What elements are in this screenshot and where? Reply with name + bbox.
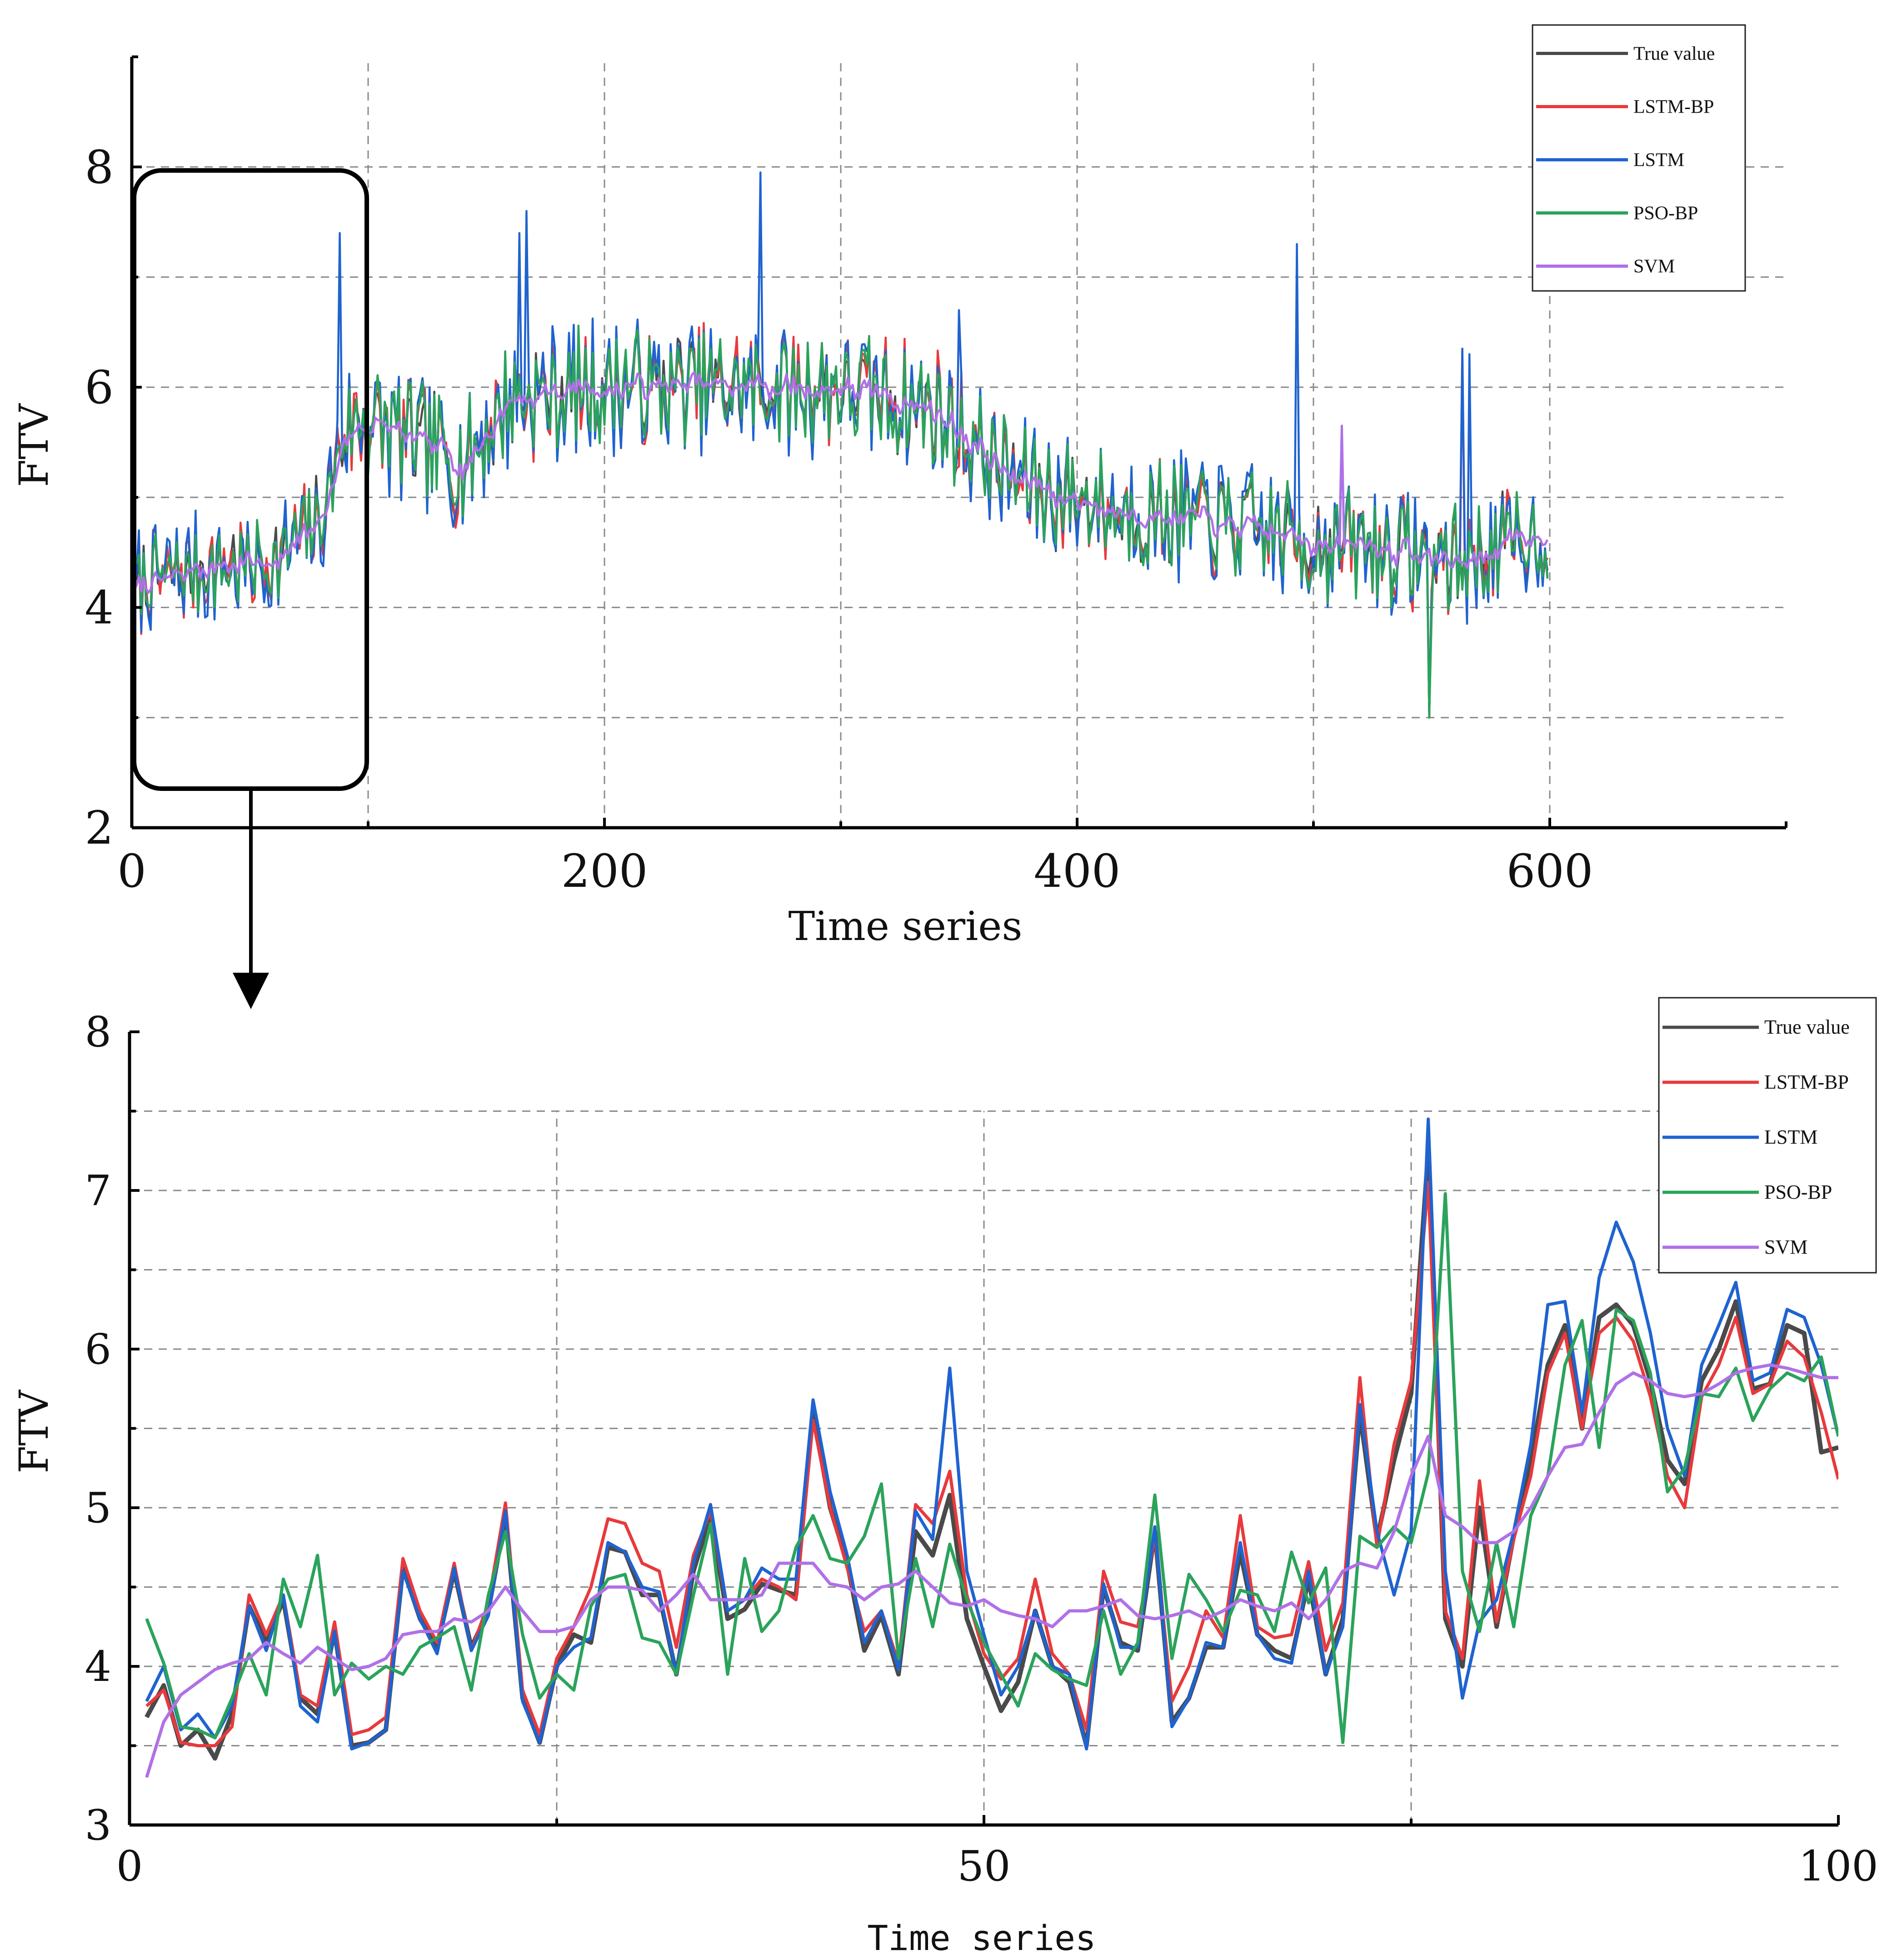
overview-legend-label-lstm: LSTM <box>1633 150 1684 171</box>
overview-legend-label-true-value: True value <box>1633 44 1715 65</box>
zoom-legend-label-lstm-bp: LSTM-BP <box>1764 1071 1849 1093</box>
zoom-x-tick-label: 0 <box>116 1842 143 1890</box>
zoom-y-tick-label: 3 <box>85 1801 111 1850</box>
overview-x-tick-label: 400 <box>1034 845 1121 898</box>
zoom-legend-label-pso-bp: PSO-BP <box>1764 1181 1832 1203</box>
zoom-series-lstm <box>145 1117 1838 1750</box>
zoom-axes <box>128 1030 1840 1827</box>
zoom-y-axis-title: FTV <box>10 1390 57 1474</box>
overview-y-tick-label: 6 <box>85 361 114 414</box>
overview-legend: True value LSTM-BP LSTM PSO-BP SVM <box>1532 24 1746 292</box>
zoom-y-tick-label: 6 <box>85 1325 111 1374</box>
overview-x-tick-label: 200 <box>561 845 648 898</box>
zoom-y-tick-label: 8 <box>85 1008 111 1056</box>
overview-x-tick-label: 600 <box>1507 845 1593 898</box>
overview-legend-box <box>1532 24 1746 292</box>
zoom-legend: True value LSTM-BP LSTM PSO-BP SVM <box>1658 997 1877 1274</box>
zoom-series-svm <box>145 1363 1838 1778</box>
overview-legend-label-lstm-bp: LSTM-BP <box>1633 97 1714 118</box>
zoom-legend-box <box>1658 997 1877 1274</box>
zoom-series-pso-bp <box>145 1192 1838 1744</box>
overview-legend-label-pso-bp: PSO-BP <box>1633 203 1698 224</box>
overview-legend-label-svm: SVM <box>1633 256 1675 277</box>
zoom-gridlines <box>130 1110 1838 1825</box>
overview-x-tick-label: 0 <box>117 845 146 898</box>
zoom-x-axis-title: Time series <box>867 1918 1096 1958</box>
overview-chart: 0 200 400 600 2 4 6 8 Time series FTV True valu… <box>10 24 1787 950</box>
zoom-legend-label-true-value: True value <box>1764 1016 1850 1038</box>
overview-y-tick-label: 8 <box>85 140 114 194</box>
zoom-x-tick-label: 100 <box>1798 1842 1878 1890</box>
zoom-series-group <box>145 1117 1838 1778</box>
overview-series-pso-bp <box>132 325 1549 719</box>
zoom-chart: 0 50 100 3 4 5 6 7 8 Time series FTV True value L… <box>10 997 1878 1958</box>
zoom-y-tick-label: 4 <box>85 1642 111 1691</box>
overview-y-tick-label: 2 <box>85 801 114 855</box>
zoom-legend-label-svm: SVM <box>1764 1236 1807 1258</box>
zoom-legend-label-lstm: LSTM <box>1764 1126 1817 1148</box>
overview-x-axis-title: Time series <box>788 903 1022 950</box>
zoom-tick-labels: 0 50 100 3 4 5 6 7 8 <box>85 1008 1878 1890</box>
overview-series-group <box>132 171 1549 719</box>
overview-y-tick-label: 4 <box>85 581 114 634</box>
zoom-y-tick-label: 5 <box>85 1484 111 1532</box>
zoom-x-tick-label: 50 <box>957 1842 1010 1890</box>
overview-tick-labels: 0 200 400 600 2 4 6 8 <box>85 140 1593 898</box>
overview-series-svm <box>132 371 1549 598</box>
zoom-y-tick-label: 7 <box>85 1166 111 1215</box>
overview-y-axis-title: FTV <box>10 403 57 487</box>
